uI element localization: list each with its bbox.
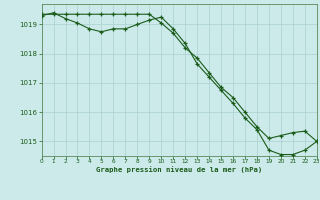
X-axis label: Graphe pression niveau de la mer (hPa): Graphe pression niveau de la mer (hPa) <box>96 167 262 173</box>
